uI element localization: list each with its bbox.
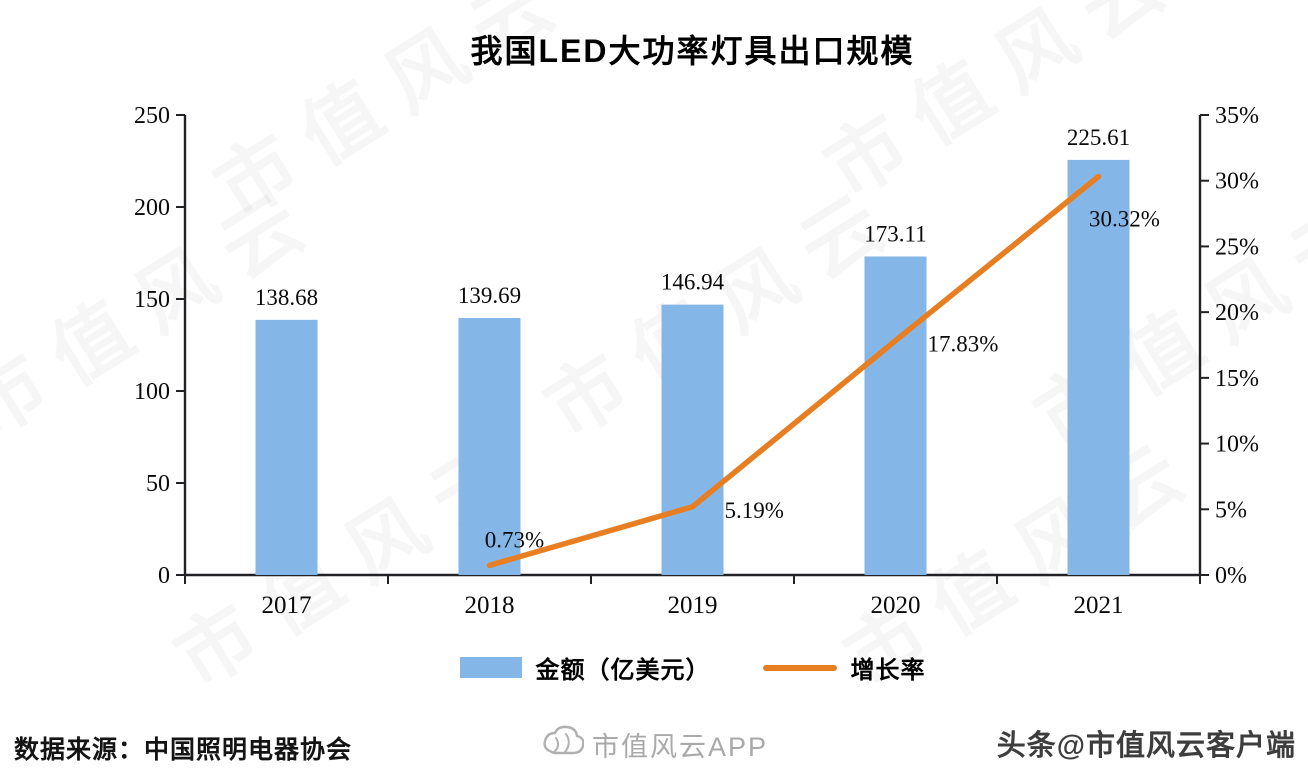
bar — [661, 304, 724, 575]
bar-value-label: 225.61 — [1067, 125, 1130, 150]
legend-label-amount: 金额（亿美元） — [535, 657, 711, 684]
bar — [1067, 159, 1130, 575]
legend-item-amount: 金额（亿美元） — [459, 650, 711, 685]
legend-item-growth: 增长率 — [762, 650, 926, 685]
growth-point-label: 17.83% — [928, 332, 999, 357]
left-axis-tick-label: 150 — [134, 287, 170, 313]
bar — [864, 256, 927, 575]
right-axis-tick-label: 15% — [1215, 366, 1259, 392]
bar-value-label: 146.94 — [661, 270, 725, 295]
right-axis-tick-label: 30% — [1215, 169, 1259, 195]
right-axis-tick-label: 20% — [1215, 300, 1259, 326]
left-axis-tick-label: 100 — [134, 379, 170, 405]
left-axis-tick-label: 200 — [134, 195, 170, 221]
toutiao-credit-text: 头条@市值风云客户端 — [996, 730, 1296, 762]
x-axis-category-label: 2020 — [871, 592, 921, 619]
right-axis-tick-label: 10% — [1215, 432, 1259, 458]
bar-value-label: 173.11 — [864, 221, 926, 246]
bar — [458, 317, 521, 575]
legend-label-growth: 增长率 — [850, 657, 926, 684]
bar — [255, 319, 318, 575]
x-axis-category-label: 2021 — [1074, 592, 1124, 619]
bar-series-swatch — [459, 657, 522, 678]
growth-rate-line — [486, 173, 1102, 569]
bar-value-label: 138.68 — [255, 285, 318, 310]
app-watermark-text: 市值风云APP — [591, 731, 769, 762]
x-axis-category-label: 2019 — [668, 592, 718, 619]
right-axis-tick-label: 0% — [1215, 563, 1247, 589]
right-axis-tick-label: 25% — [1215, 234, 1259, 260]
line-series-swatch — [762, 664, 837, 671]
growth-point-label: 5.19% — [725, 498, 784, 523]
growth-point-label: 30.32% — [1089, 207, 1160, 232]
chart-title: 我国LED大功率灯具出口规模 — [470, 33, 915, 69]
left-axis-tick-label: 0 — [158, 563, 170, 589]
growth-point-label: 0.73% — [485, 527, 544, 552]
app-watermark: 市值风云APP — [0, 724, 1308, 764]
data-source-text: 数据来源：中国照明电器协会 — [14, 736, 353, 764]
bar-value-label: 139.69 — [458, 283, 521, 308]
left-axis-tick-label: 50 — [146, 471, 170, 497]
fengyun-logo-icon — [543, 725, 584, 755]
left-axis-tick-label: 250 — [134, 103, 170, 129]
right-axis-tick-label: 35% — [1215, 103, 1259, 129]
chart-legend: 金额（亿美元） 增长率 — [185, 650, 1200, 685]
x-axis-category-label: 2018 — [465, 592, 515, 619]
x-axis-category-label: 2017 — [262, 592, 312, 619]
right-axis-tick-label: 5% — [1215, 497, 1247, 523]
